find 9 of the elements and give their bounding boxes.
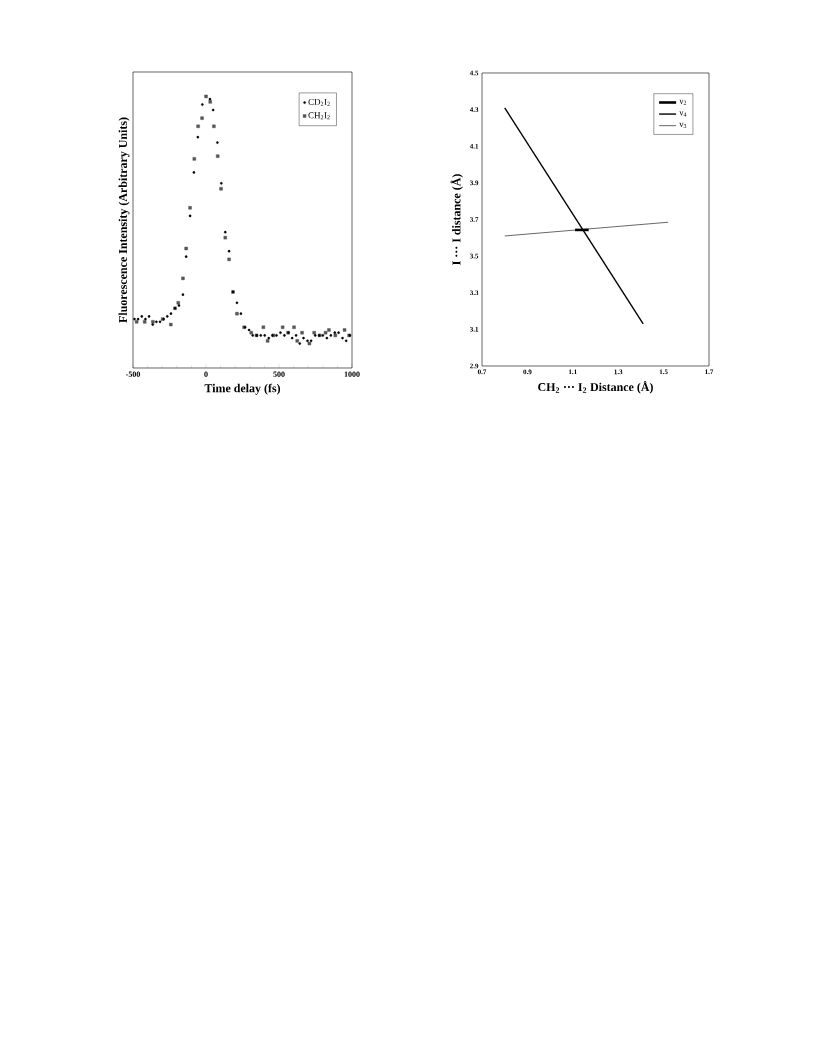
legend-label: ν$_{4}$: [679, 111, 687, 117]
legend-label: CH$_{2}$I$_{2}$: [308, 112, 330, 120]
legend-label: ν$_{3}$: [679, 122, 687, 129]
x-axis-title: CH$_{2}$ ··· I$_{2}$ Distance (Å): [538, 381, 653, 394]
y-axis-title: Fluorescence Intensity (Arbitrary Units): [118, 117, 130, 323]
legend-label: CD$_{2}$I$_{2}$: [308, 98, 330, 106]
legend-label: ν$_{2}$: [679, 99, 687, 105]
x-axis-title: Time delay (fs): [204, 383, 281, 395]
y-axis-title: I ··· I distance (Å): [450, 174, 463, 265]
